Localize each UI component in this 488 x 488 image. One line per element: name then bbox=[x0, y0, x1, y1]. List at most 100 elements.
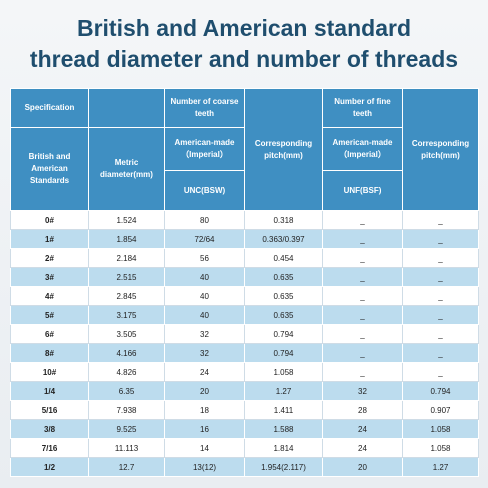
table-cell: _ bbox=[322, 248, 403, 268]
header-cell: Specification bbox=[10, 88, 89, 128]
table-cell: 5# bbox=[10, 305, 89, 325]
table-cell: 0.794 bbox=[244, 324, 323, 344]
table-cell: 0.635 bbox=[244, 286, 323, 306]
table-cell: 2.845 bbox=[88, 286, 165, 306]
table-cell: 7/16 bbox=[10, 438, 89, 458]
table-cell: 3/8 bbox=[10, 419, 89, 439]
title: thread diameter and number of threads bbox=[29, 46, 459, 72]
table-cell: 7.938 bbox=[88, 400, 165, 420]
table-cell: 0.907 bbox=[402, 400, 479, 420]
table-row: 5/16 7.938 18 1.411 28 0.907 bbox=[10, 400, 479, 420]
table-row: 1/4 6.35 20 1.27 32 0.794 bbox=[10, 381, 479, 401]
table-cell: 9.525 bbox=[88, 419, 165, 439]
table-cell: 1/4 bbox=[10, 381, 89, 401]
table-cell: 0.635 bbox=[244, 267, 323, 287]
table-cell: _ bbox=[322, 343, 403, 363]
header-cell: British and American Standards bbox=[10, 127, 89, 211]
table-cell: _ bbox=[322, 210, 403, 230]
table-row: 5# 3.175 40 0.635 _ _ bbox=[10, 305, 479, 325]
table-cell: _ bbox=[322, 286, 403, 306]
table-cell: _ bbox=[322, 267, 403, 287]
title: British and American standard bbox=[76, 15, 411, 41]
table-cell: 1.058 bbox=[402, 438, 479, 458]
table-cell: 4.826 bbox=[88, 362, 165, 382]
table-cell: _ bbox=[402, 248, 479, 268]
table-cell: 1.588 bbox=[244, 419, 323, 439]
table-row: 8# 4.166 32 0.794 _ _ bbox=[10, 343, 479, 363]
table-cell: 14 bbox=[164, 438, 245, 458]
table-cell: 11.113 bbox=[88, 438, 165, 458]
table-cell: 20 bbox=[164, 381, 245, 401]
header-cell: Number of coarse teeth bbox=[164, 88, 245, 128]
table-cell: _ bbox=[402, 210, 479, 230]
table-cell: 1.814 bbox=[244, 438, 323, 458]
table-cell: 4.166 bbox=[88, 343, 165, 363]
table-cell: 18 bbox=[164, 400, 245, 420]
table-cell: 40 bbox=[164, 286, 245, 306]
table-cell: 13(12) bbox=[164, 457, 245, 477]
table-cell: 1.954(2.117) bbox=[244, 457, 323, 477]
header-cell: UNC(BSW) bbox=[164, 170, 245, 211]
table-cell: 32 bbox=[164, 343, 245, 363]
header-cell bbox=[88, 88, 165, 128]
table-cell: 0# bbox=[10, 210, 89, 230]
header-cell: American-made（Imperial） bbox=[322, 127, 403, 171]
table-row: 6# 3.505 32 0.794 _ _ bbox=[10, 324, 479, 344]
table-cell: _ bbox=[402, 286, 479, 306]
table-cell: 80 bbox=[164, 210, 245, 230]
table-cell: 4# bbox=[10, 286, 89, 306]
table-cell: 8# bbox=[10, 343, 89, 363]
header-cell: Corresponding pitch(mm) bbox=[402, 88, 479, 211]
table-cell: 0.794 bbox=[244, 343, 323, 363]
table-cell: 0.635 bbox=[244, 305, 323, 325]
table-cell: 3# bbox=[10, 267, 89, 287]
table-cell: 1/2 bbox=[10, 457, 89, 477]
header-cell: Number of fine teeth bbox=[322, 88, 403, 128]
table-cell: _ bbox=[322, 305, 403, 325]
table-cell: _ bbox=[322, 229, 403, 249]
table-cell: 40 bbox=[164, 267, 245, 287]
header-cell: UNF(BSF) bbox=[322, 170, 403, 211]
table-body: 0# 1.524 80 0.318 _ _ 1# 1.854 72/64 0.363/0.397 _… bbox=[10, 210, 479, 477]
table-cell: 0.794 bbox=[402, 381, 479, 401]
table-cell: 0.454 bbox=[244, 248, 323, 268]
table-cell: 10# bbox=[10, 362, 89, 382]
table-row: 1/2 12.7 13(12) 1.954(2.117) 20 1.27 bbox=[10, 457, 479, 477]
table-row: 7/16 11.113 14 1.814 24 1.058 bbox=[10, 438, 479, 458]
table-cell: _ bbox=[402, 267, 479, 287]
table-cell: 1.27 bbox=[244, 381, 323, 401]
table-cell: 0.318 bbox=[244, 210, 323, 230]
table-cell: _ bbox=[402, 324, 479, 344]
table-cell: 2.515 bbox=[88, 267, 165, 287]
header-cell: Corresponding pitch(mm) bbox=[244, 88, 323, 211]
table-cell: 3.175 bbox=[88, 305, 165, 325]
table-cell: _ bbox=[402, 362, 479, 382]
table-cell: _ bbox=[322, 324, 403, 344]
table-cell: _ bbox=[402, 343, 479, 363]
table-cell: 0.363/0.397 bbox=[244, 229, 323, 249]
table-cell: 24 bbox=[164, 362, 245, 382]
table-cell: 5/16 bbox=[10, 400, 89, 420]
table-cell: _ bbox=[402, 229, 479, 249]
table-cell: 1.27 bbox=[402, 457, 479, 477]
table-cell: 24 bbox=[322, 419, 403, 439]
table-cell: 28 bbox=[322, 400, 403, 420]
header-cell: American-made（Imperial） bbox=[164, 127, 245, 171]
thread-table: Specification Number of coarse teeth Cor… bbox=[10, 88, 479, 477]
table-cell: 12.7 bbox=[88, 457, 165, 477]
header-cell: Metric diameter(mm) bbox=[88, 127, 165, 211]
table-cell: 20 bbox=[322, 457, 403, 477]
table-row: 4# 2.845 40 0.635 _ _ bbox=[10, 286, 479, 306]
table-cell: _ bbox=[402, 305, 479, 325]
table-cell: 6.35 bbox=[88, 381, 165, 401]
table-cell: 1.058 bbox=[402, 419, 479, 439]
table-cell: 72/64 bbox=[164, 229, 245, 249]
table-cell: 1.411 bbox=[244, 400, 323, 420]
table-cell: _ bbox=[322, 362, 403, 382]
table-cell: 40 bbox=[164, 305, 245, 325]
table-cell: 1# bbox=[10, 229, 89, 249]
table-cell: 3.505 bbox=[88, 324, 165, 344]
table-cell: 1.058 bbox=[244, 362, 323, 382]
table-cell: 1.524 bbox=[88, 210, 165, 230]
